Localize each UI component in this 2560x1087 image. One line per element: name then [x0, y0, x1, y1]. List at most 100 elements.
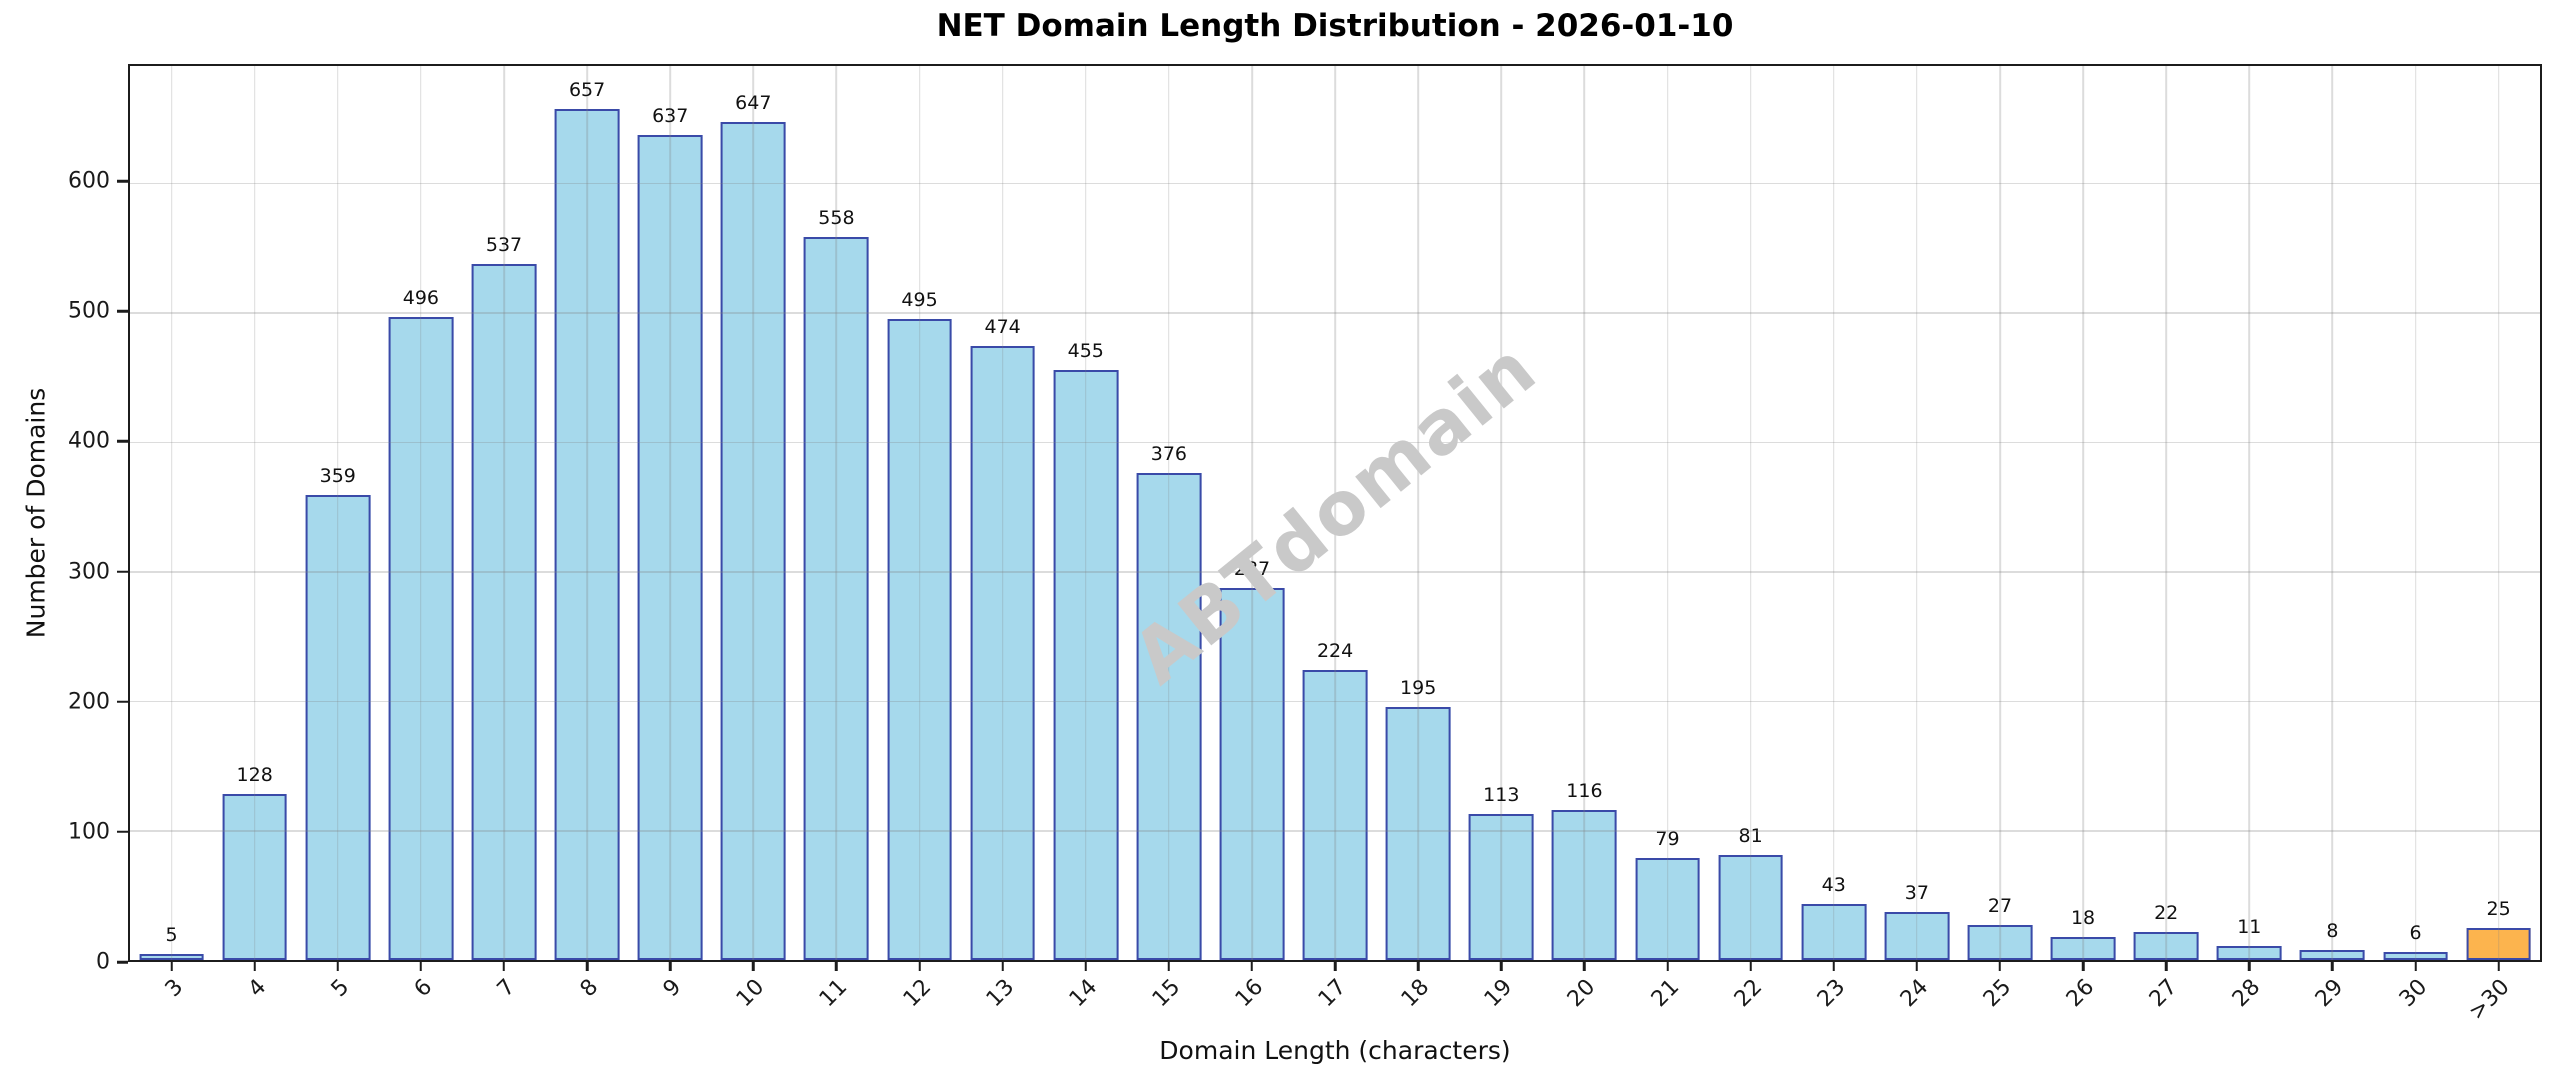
bar-value-label: 128 — [236, 764, 273, 787]
bars-container: 5 3 128 4 359 5 496 6 537 7 657 8 637 9 647 10 558 11 495 1… — [130, 66, 2540, 1025]
bar-value-label: 22 — [2154, 901, 2179, 924]
bar — [1967, 925, 2033, 960]
y-tick-mark — [117, 570, 128, 573]
bar — [1801, 904, 1867, 960]
bar — [2133, 931, 2199, 960]
y-tick-label: 300 — [68, 559, 110, 585]
x-tick-label: 26 — [2061, 974, 2100, 1013]
gridline-v — [2414, 66, 2417, 960]
bar-slot: 637 9 — [629, 66, 712, 1002]
x-tick-label: 23 — [1812, 974, 1851, 1013]
x-tick-mark — [1001, 960, 1004, 971]
bar-slot: 195 18 — [1377, 66, 1460, 1012]
y-tick-label: 400 — [68, 428, 110, 454]
bar-value-label: 18 — [2070, 906, 2096, 929]
bar — [2299, 949, 2365, 960]
bar — [1136, 472, 1202, 960]
bar-slot: 18 26 — [2042, 66, 2125, 1012]
bar — [471, 264, 537, 960]
bar — [1302, 669, 1368, 960]
bar-slot: 43 23 — [1792, 66, 1875, 1012]
bar — [139, 953, 204, 960]
bar-value-label: 537 — [485, 234, 523, 257]
y-tick-label: 200 — [68, 689, 110, 715]
gridline-v — [2248, 66, 2251, 960]
x-tick-label: 10 — [732, 974, 770, 1013]
gridline-v — [835, 66, 838, 960]
x-tick-label: 12 — [898, 974, 936, 1013]
bar-value-label: 474 — [984, 315, 1021, 338]
bar — [2466, 927, 2532, 960]
x-tick-mark — [918, 960, 921, 971]
x-tick-label: 16 — [1230, 974, 1269, 1013]
bar — [305, 494, 371, 960]
x-tick-mark — [253, 960, 256, 971]
x-tick-mark — [1250, 960, 1254, 971]
x-tick-label: 3 — [160, 974, 188, 1003]
bar-slot: 116 20 — [1543, 66, 1626, 1012]
x-tick-label: 7 — [492, 974, 521, 1003]
y-tick-mark — [117, 310, 128, 313]
y-tick-mark — [117, 440, 128, 443]
x-tick-label: 15 — [1147, 974, 1186, 1013]
x-tick-mark — [1333, 960, 1337, 971]
gridline-v — [253, 66, 256, 960]
gridline-v — [1666, 66, 1669, 960]
bar-value-label: 376 — [1150, 442, 1187, 465]
bar-value-label: 8 — [2326, 919, 2339, 942]
bar — [804, 237, 869, 960]
x-tick-label: 9 — [658, 974, 687, 1003]
bar — [1053, 370, 1119, 960]
gridline-h — [130, 182, 2540, 185]
bar-slot: 27 25 — [1958, 66, 2041, 1012]
gridline-v — [1749, 66, 1752, 960]
bar-value-label: 455 — [1067, 340, 1104, 363]
x-tick-label: 24 — [1895, 974, 1934, 1013]
x-tick-mark — [1084, 960, 1087, 971]
gridline-v — [420, 66, 422, 960]
bar-value-label: 116 — [1566, 779, 1603, 802]
bar — [554, 108, 620, 960]
bar — [970, 345, 1036, 960]
gridline-h — [130, 700, 2540, 703]
bar — [1385, 707, 1451, 960]
x-tick-label: 11 — [815, 974, 853, 1013]
gridline-v — [1916, 66, 1918, 960]
bar-slot: 6 30 — [2374, 66, 2457, 1012]
x-tick-label: 8 — [575, 974, 604, 1003]
gridline-v — [1417, 66, 1419, 960]
bar-slot: 25 >30 — [2457, 66, 2540, 1025]
bar — [720, 121, 786, 960]
x-tick-label: 28 — [2228, 974, 2266, 1013]
x-tick-mark — [1749, 960, 1752, 971]
gridline-v — [1001, 66, 1004, 960]
bar-slot: 455 14 — [1044, 66, 1127, 1012]
x-tick-mark — [835, 960, 838, 971]
x-tick-label: 30 — [2394, 974, 2432, 1013]
bar — [1219, 588, 1285, 960]
x-tick-label: 21 — [1646, 974, 1684, 1013]
bar-value-label: 287 — [1233, 558, 1271, 581]
bar-slot: 474 13 — [961, 66, 1044, 1012]
gridline-v — [170, 66, 173, 960]
bar — [388, 317, 454, 960]
bar-value-label: 81 — [1738, 825, 1763, 848]
bar-value-label: 113 — [1483, 783, 1520, 806]
x-tick-mark — [419, 960, 423, 971]
gridline-v — [1832, 66, 1835, 960]
bar-slot: 79 21 — [1626, 66, 1709, 1012]
x-tick-mark — [2414, 960, 2417, 971]
x-tick-mark — [1998, 960, 2002, 971]
bar-slot: 22 27 — [2125, 66, 2208, 1012]
bar — [1718, 855, 1784, 960]
bar — [2050, 936, 2116, 960]
y-tick-mark — [117, 830, 128, 834]
gridline-v — [1084, 66, 1087, 960]
bar-slot: 537 7 — [462, 66, 545, 1002]
x-tick-label: >30 — [2464, 974, 2515, 1026]
bar-value-label: 657 — [568, 78, 606, 101]
x-tick-mark — [2164, 960, 2168, 971]
gridline-h — [130, 441, 2540, 444]
gridline-v — [1334, 66, 1336, 960]
